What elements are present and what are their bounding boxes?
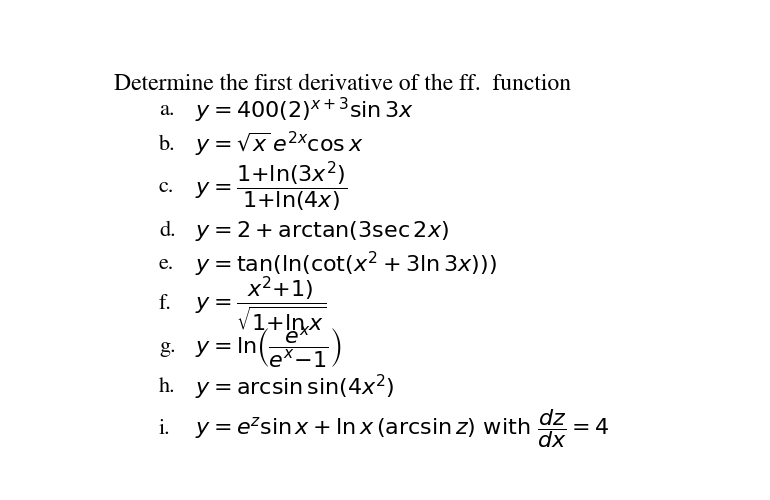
Text: b.: b. xyxy=(159,135,176,154)
Text: $y = \sqrt{x}\,e^{2x} \cos x$: $y = \sqrt{x}\,e^{2x} \cos x$ xyxy=(195,130,363,160)
Text: $y = \arcsin \sin (4x^2)$: $y = \arcsin \sin (4x^2)$ xyxy=(195,372,394,402)
Text: e.: e. xyxy=(159,254,174,274)
Text: $y = 2 + \arctan(3 \sec 2x)$: $y = 2 + \arctan(3 \sec 2x)$ xyxy=(195,220,449,244)
Text: $y = \ln\!\left(\dfrac{e^x}{e^x{-}1}\right)$: $y = \ln\!\left(\dfrac{e^x}{e^x{-}1}\rig… xyxy=(195,324,341,370)
Text: d.: d. xyxy=(159,222,176,241)
Text: g.: g. xyxy=(159,338,176,357)
Text: Determine the first derivative of the ff.  function: Determine the first derivative of the ff… xyxy=(114,74,571,95)
Text: i.: i. xyxy=(159,419,170,438)
Text: $y = \dfrac{x^2{+}1)}{\sqrt{1{+}\ln x}}$: $y = \dfrac{x^2{+}1)}{\sqrt{1{+}\ln x}}$ xyxy=(195,274,326,334)
Text: $y = \tan(\ln(\cot(x^2 + 3\ln 3x)))$: $y = \tan(\ln(\cot(x^2 + 3\ln 3x)))$ xyxy=(195,250,497,278)
Text: h.: h. xyxy=(159,378,176,397)
Text: $y = 400(2)^{x+3} \sin 3x$: $y = 400(2)^{x+3} \sin 3x$ xyxy=(195,96,413,124)
Text: c.: c. xyxy=(159,177,174,197)
Text: $y = \dfrac{1{+}\ln(3x^2)}{1{+}\ln(4x)}$: $y = \dfrac{1{+}\ln(3x^2)}{1{+}\ln(4x)}$ xyxy=(195,160,347,214)
Text: $y = e^z \sin x + \ln x\,(\arcsin z) \mathrm{\ with\ } \dfrac{dz}{dx} = 4$: $y = e^z \sin x + \ln x\,(\arcsin z) \ma… xyxy=(195,408,609,451)
Text: f.: f. xyxy=(159,294,172,314)
Text: a.: a. xyxy=(159,100,175,120)
